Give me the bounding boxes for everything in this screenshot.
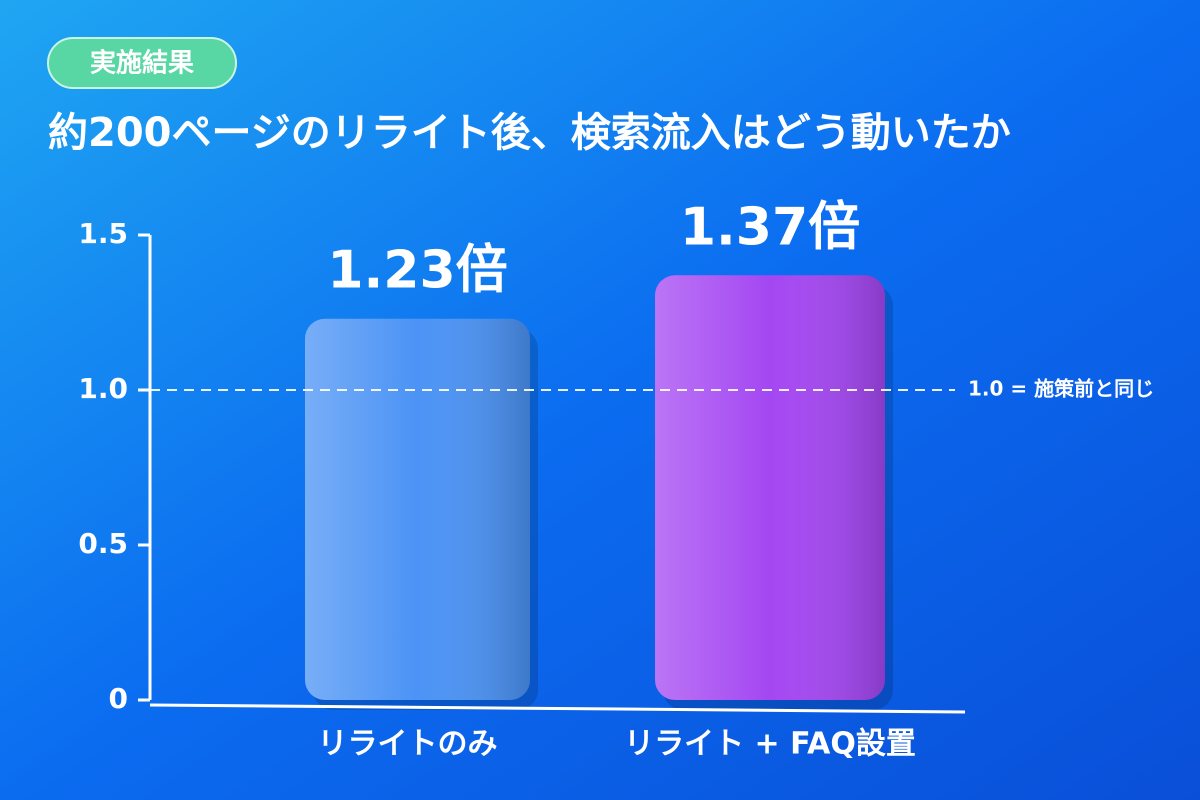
value-label: 1.37倍 bbox=[680, 197, 860, 257]
y-tick-label: 0.5 bbox=[78, 527, 128, 560]
x-axis bbox=[149, 703, 966, 714]
badge-text: 実施結果 bbox=[90, 48, 194, 79]
bar-shine bbox=[655, 275, 885, 700]
chart-title: 約200ページのリライト後、検索流入はどう動いたか bbox=[48, 110, 1011, 156]
reference-label: 1.0 = 施策前と同じ bbox=[968, 377, 1154, 401]
badge bbox=[47, 37, 237, 89]
x-tick-label: リライトのみ bbox=[318, 727, 498, 762]
y-tick-label: 1.5 bbox=[78, 217, 128, 250]
y-tick-label: 1.0 bbox=[78, 372, 128, 405]
x-tick-label: リライト + FAQ設置 bbox=[624, 727, 916, 762]
y-tick-label: 0 bbox=[109, 682, 128, 715]
bar-shine bbox=[305, 318, 530, 700]
value-label: 1.23倍 bbox=[327, 241, 507, 301]
